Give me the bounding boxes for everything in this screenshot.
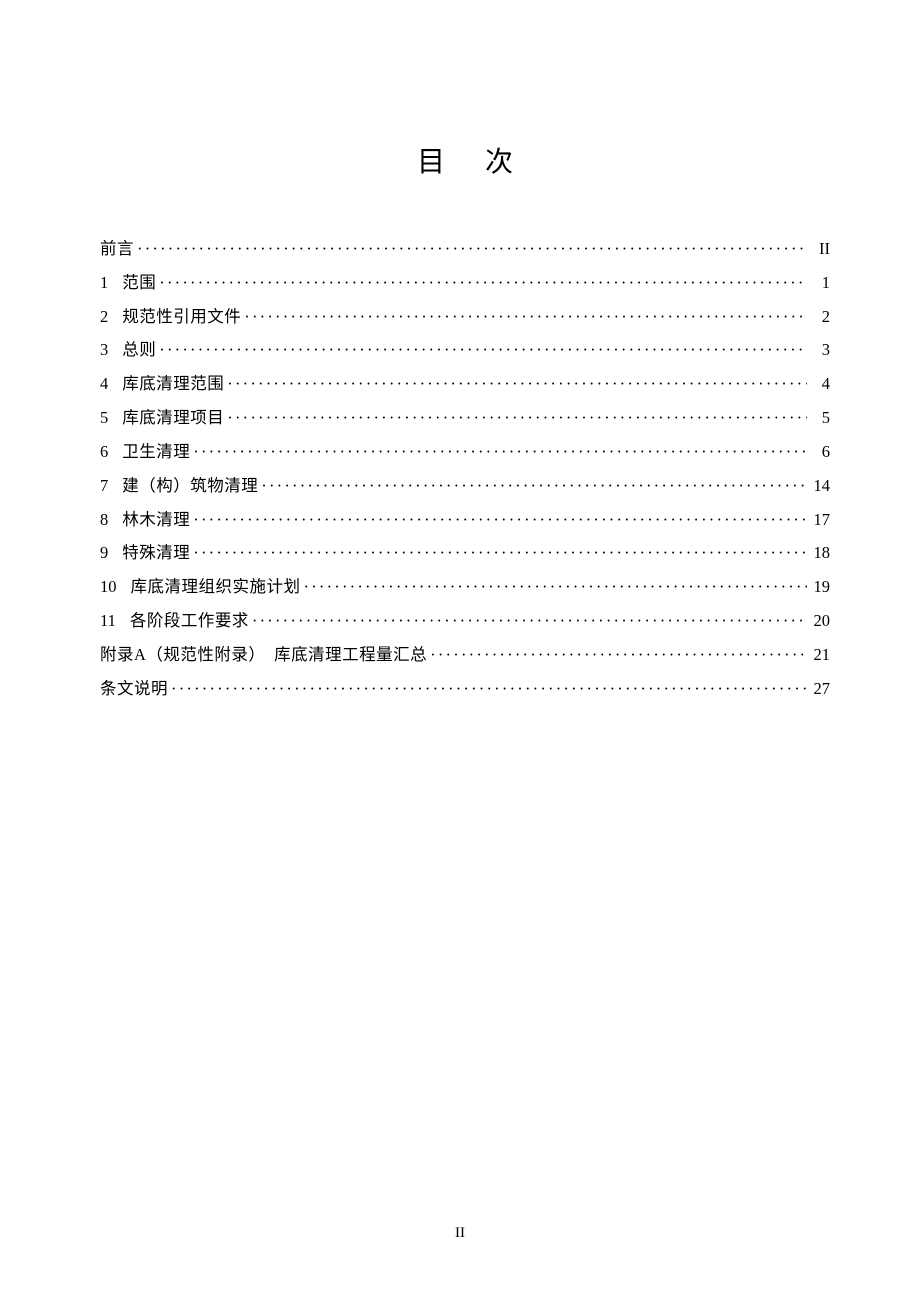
toc-entry-text: 卫生清理	[122, 435, 190, 469]
page-number-footer: II	[0, 1225, 920, 1242]
toc-entry-number: 4	[100, 367, 108, 401]
toc-entry-text: 库底清理项目	[122, 401, 224, 435]
toc-entry: 3 总则 3	[100, 333, 830, 367]
toc-entry: 4 库底清理范围 4	[100, 367, 830, 401]
toc-entry-text: 总则	[122, 333, 156, 367]
toc-title: 目次	[100, 140, 830, 180]
toc-entry-number: 2	[100, 300, 108, 334]
toc-entry-page: 18	[810, 536, 830, 570]
toc-entry-page: 14	[810, 469, 830, 503]
toc-entry-number: 10	[100, 570, 117, 604]
toc-leader	[261, 469, 807, 503]
toc-entry: 1 范围 1	[100, 266, 830, 300]
toc-entry: 2 规范性引用文件 2	[100, 300, 830, 334]
toc-entry-number: 5	[100, 401, 108, 435]
toc-entry-number: 8	[100, 503, 108, 537]
toc-entry-text: 附录A（规范性附录） 库底清理工程量汇总	[100, 638, 427, 672]
toc-leader	[430, 638, 807, 672]
toc-entry-page: 20	[810, 604, 830, 638]
toc-entry-page: 5	[810, 401, 830, 435]
toc-leader	[159, 266, 807, 300]
toc-entry-text: 前言	[100, 232, 134, 266]
toc-entry-text: 库底清理组织实施计划	[131, 570, 301, 604]
toc-entry-text: 林木清理	[122, 503, 190, 537]
table-of-contents: 前言 II 1 范围 1 2 规范性引用文件 2 3 总则 3 4 库底清理范围…	[100, 232, 830, 705]
toc-entry-number: 7	[100, 469, 108, 503]
toc-entry: 10 库底清理组织实施计划 19	[100, 570, 830, 604]
toc-entry-text: 各阶段工作要求	[130, 604, 249, 638]
toc-entry: 条文说明 27	[100, 672, 830, 706]
toc-entry-text: 范围	[122, 266, 156, 300]
toc-entry-page: 19	[810, 570, 830, 604]
toc-entry-page: 6	[810, 435, 830, 469]
toc-entry-text: 特殊清理	[122, 536, 190, 570]
toc-leader	[193, 536, 807, 570]
toc-entry-number: 11	[100, 604, 116, 638]
toc-entry-page: 1	[810, 266, 830, 300]
toc-leader	[304, 570, 808, 604]
toc-entry: 8 林木清理 17	[100, 503, 830, 537]
toc-entry-text: 条文说明	[100, 672, 168, 706]
toc-entry-number: 1	[100, 266, 108, 300]
toc-leader	[252, 604, 807, 638]
toc-leader	[244, 300, 807, 334]
title-char-2: 次	[485, 147, 553, 178]
toc-leader	[227, 367, 807, 401]
toc-entry: 11 各阶段工作要求 20	[100, 604, 830, 638]
toc-entry-text: 库底清理范围	[122, 367, 224, 401]
toc-leader	[171, 672, 807, 706]
toc-entry-page: 4	[810, 367, 830, 401]
toc-leader	[193, 435, 807, 469]
toc-entry-page: 21	[810, 638, 830, 672]
toc-entry: 6 卫生清理 6	[100, 435, 830, 469]
toc-entry-page: 3	[810, 333, 830, 367]
toc-entry-page: II	[810, 232, 830, 266]
document-page: 目次 前言 II 1 范围 1 2 规范性引用文件 2 3 总则 3 4	[0, 0, 920, 1300]
toc-entry-page: 2	[810, 300, 830, 334]
toc-entry-number: 9	[100, 536, 108, 570]
toc-entry-text: 建（构）筑物清理	[122, 469, 258, 503]
toc-entry-number: 6	[100, 435, 108, 469]
toc-entry-number: 3	[100, 333, 108, 367]
toc-entry: 9 特殊清理 18	[100, 536, 830, 570]
toc-entry: 前言 II	[100, 232, 830, 266]
toc-leader	[159, 333, 807, 367]
toc-entry: 5 库底清理项目 5	[100, 401, 830, 435]
title-char-1: 目	[417, 147, 485, 178]
toc-entry: 附录A（规范性附录） 库底清理工程量汇总 21	[100, 638, 830, 672]
toc-entry: 7 建（构）筑物清理 14	[100, 469, 830, 503]
toc-entry-page: 27	[810, 672, 830, 706]
toc-entry-page: 17	[810, 503, 830, 537]
toc-entry-text: 规范性引用文件	[122, 300, 241, 334]
toc-leader	[227, 401, 807, 435]
toc-leader	[137, 232, 807, 266]
toc-leader	[193, 503, 807, 537]
